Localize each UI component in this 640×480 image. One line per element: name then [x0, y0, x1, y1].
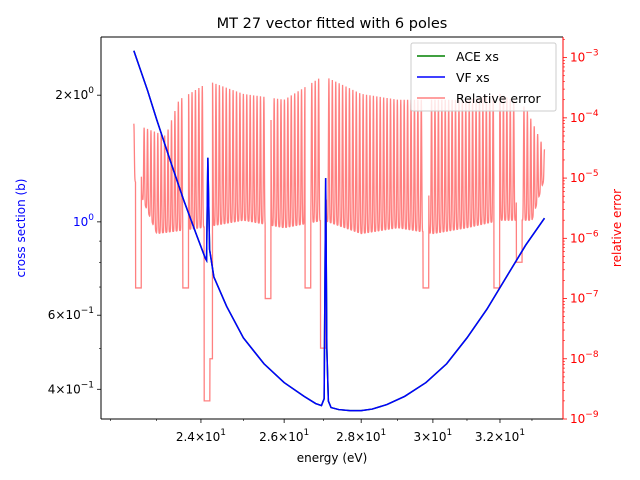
- y-tick-label: 100: [73, 213, 94, 229]
- x-tick-label: 3.2×101: [475, 428, 525, 444]
- y-axis-title: cross section (b): [14, 179, 28, 278]
- y2-axis-title: relative error: [610, 189, 624, 267]
- y-tick-label: 4×10−1: [48, 380, 94, 396]
- series-vf-xs-line: [133, 50, 546, 412]
- chart-title: MT 27 vector fitted with 6 poles: [217, 16, 448, 32]
- x-tick-label: 3×101: [414, 428, 453, 444]
- y-tick-label: 2×100: [55, 86, 94, 102]
- y2-tick-label: 10−6: [570, 229, 599, 245]
- y2-tick-label: 10−4: [570, 109, 599, 125]
- legend-label-vf-xs: VF xs: [456, 70, 490, 85]
- legend: ACE xs VF xs Relative error: [410, 42, 557, 112]
- x-tick-label: 2.6×101: [259, 428, 309, 444]
- legend-label-ace-xs: ACE xs: [456, 49, 499, 64]
- y2-tick-label: 10−8: [570, 350, 599, 366]
- legend-label-relative-error: Relative error: [456, 91, 542, 106]
- ticks-layer: 2.4×101 2.6×101 2.8×101 3×101 3.2×101 2×100 10…: [48, 39, 599, 444]
- y-tick-label: 6×10−1: [48, 306, 94, 322]
- x-tick-label: 2.4×101: [176, 428, 226, 444]
- x-axis-title: energy (eV): [297, 451, 368, 465]
- x-tick-label: 2.8×101: [336, 428, 386, 444]
- y2-tick-label: 10−5: [570, 169, 599, 185]
- axes-layer: [100, 36, 564, 420]
- y2-tick-label: 10−3: [570, 49, 599, 65]
- legend-frame: [410, 42, 557, 112]
- y2-tick-label: 10−7: [570, 290, 599, 306]
- y2-tick-label: 10−9: [570, 410, 599, 426]
